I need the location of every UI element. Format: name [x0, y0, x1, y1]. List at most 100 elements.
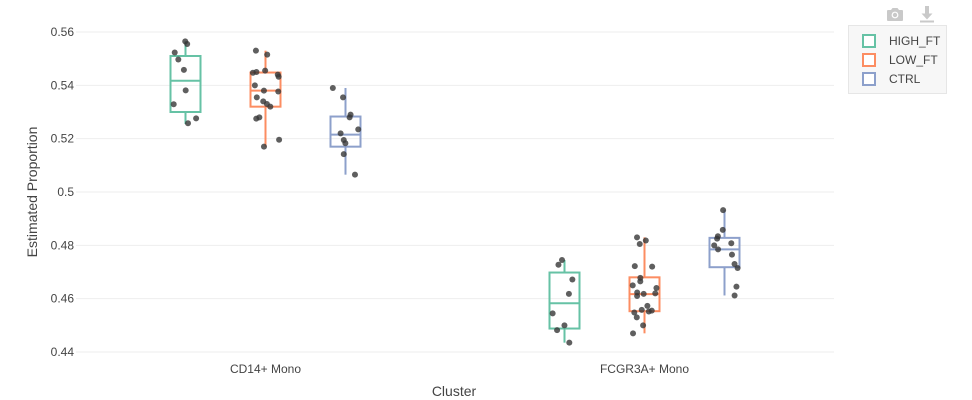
- data-point[interactable]: [554, 327, 561, 334]
- data-point[interactable]: [566, 339, 573, 346]
- data-point[interactable]: [652, 290, 659, 297]
- data-point[interactable]: [193, 115, 200, 122]
- data-point[interactable]: [640, 290, 647, 297]
- y-tick-label: 0.46: [51, 292, 75, 306]
- data-point[interactable]: [645, 308, 652, 315]
- box-iqr[interactable]: [169, 55, 202, 113]
- data-point[interactable]: [734, 265, 741, 271]
- y-tick-label: 0.48: [51, 238, 75, 252]
- legend-item-ctrl[interactable]: CTRL: [862, 72, 921, 86]
- y-tick-label: 0.44: [51, 345, 75, 359]
- data-point[interactable]: [631, 309, 638, 316]
- data-point[interactable]: [633, 314, 640, 321]
- data-point[interactable]: [642, 237, 649, 244]
- box-ctrl[interactable]: [329, 88, 362, 175]
- data-point[interactable]: [264, 51, 271, 58]
- data-point[interactable]: [184, 41, 191, 47]
- y-tick-label: 0.54: [51, 78, 75, 92]
- y-axis-title: Estimated Proportion: [24, 127, 40, 258]
- data-point[interactable]: [251, 82, 258, 89]
- x-axis-title: Cluster: [432, 383, 477, 399]
- data-point[interactable]: [275, 88, 282, 95]
- data-point[interactable]: [249, 69, 256, 76]
- data-point[interactable]: [733, 283, 740, 290]
- box-iqr[interactable]: [548, 271, 581, 330]
- data-point[interactable]: [260, 143, 267, 150]
- data-point[interactable]: [649, 263, 656, 270]
- data-point[interactable]: [728, 240, 735, 247]
- x-tick-label: FCGR3A+ Mono: [600, 362, 689, 376]
- legend[interactable]: HIGH_FT LOW_FT CTRL: [848, 25, 947, 94]
- y-tick-label: 0.52: [51, 132, 75, 146]
- data-point[interactable]: [644, 302, 651, 309]
- data-point[interactable]: [329, 85, 336, 91]
- x-tick-label: CD14+ Mono: [230, 362, 301, 376]
- data-point[interactable]: [260, 87, 267, 94]
- data-point[interactable]: [638, 306, 645, 313]
- data-point[interactable]: [262, 67, 269, 74]
- box-series[interactable]: [169, 41, 741, 343]
- data-point[interactable]: [719, 226, 726, 233]
- data-point[interactable]: [728, 251, 735, 258]
- data-point[interactable]: [636, 241, 643, 247]
- data-point[interactable]: [171, 49, 178, 56]
- data-point[interactable]: [653, 285, 660, 291]
- data-point[interactable]: [337, 130, 344, 137]
- data-point[interactable]: [346, 114, 353, 121]
- data-point[interactable]: [631, 263, 638, 270]
- data-point[interactable]: [630, 330, 637, 337]
- data-point[interactable]: [637, 278, 644, 285]
- legend-item-high-ft[interactable]: HIGH_FT: [862, 34, 941, 48]
- data-point[interactable]: [180, 66, 187, 73]
- data-point[interactable]: [634, 234, 641, 241]
- data-point[interactable]: [731, 292, 738, 299]
- data-point[interactable]: [253, 115, 260, 122]
- box-iqr[interactable]: [708, 236, 741, 269]
- data-point[interactable]: [267, 103, 274, 110]
- y-axis-ticks: 0.44 0.46 0.48 0.5 0.52 0.54 0.56: [51, 25, 75, 359]
- data-point[interactable]: [549, 310, 556, 317]
- data-point[interactable]: [342, 140, 349, 147]
- data-point[interactable]: [355, 126, 362, 133]
- data-point[interactable]: [640, 322, 647, 329]
- data-point[interactable]: [275, 73, 282, 80]
- data-point[interactable]: [629, 282, 636, 289]
- download-icon[interactable]: [916, 4, 938, 24]
- modebar: [884, 4, 938, 24]
- legend-label: CTRL: [889, 72, 921, 86]
- data-point[interactable]: [711, 242, 718, 249]
- data-point[interactable]: [170, 101, 177, 108]
- data-point[interactable]: [569, 276, 576, 283]
- legend-swatch: [862, 53, 876, 67]
- box-iqr[interactable]: [329, 115, 362, 148]
- data-point[interactable]: [555, 261, 562, 268]
- legend-item-low-ft[interactable]: LOW_FT: [862, 53, 938, 67]
- data-point[interactable]: [185, 120, 192, 127]
- data-point[interactable]: [252, 47, 259, 54]
- data-point[interactable]: [559, 257, 566, 263]
- gridlines: [76, 31, 834, 353]
- y-tick-label: 0.56: [51, 25, 75, 39]
- data-points[interactable]: [170, 38, 741, 346]
- data-point[interactable]: [276, 136, 283, 143]
- legend-swatch: [862, 72, 876, 86]
- data-point[interactable]: [175, 56, 182, 63]
- camera-icon[interactable]: [884, 4, 906, 24]
- data-point[interactable]: [561, 322, 568, 329]
- box-high-ft[interactable]: [548, 260, 581, 343]
- y-tick-label: 0.5: [57, 185, 74, 199]
- data-point[interactable]: [565, 290, 572, 297]
- data-point[interactable]: [351, 171, 358, 178]
- data-point[interactable]: [720, 207, 727, 214]
- legend-swatch: [862, 34, 876, 48]
- data-point[interactable]: [715, 246, 722, 253]
- data-point[interactable]: [634, 293, 641, 299]
- data-point[interactable]: [340, 94, 347, 101]
- data-point[interactable]: [182, 87, 189, 94]
- data-point[interactable]: [714, 235, 721, 242]
- data-point[interactable]: [340, 151, 347, 158]
- x-axis-ticks: CD14+ Mono FCGR3A+ Mono: [230, 362, 689, 376]
- box-ctrl[interactable]: [708, 210, 741, 296]
- data-point[interactable]: [253, 94, 260, 101]
